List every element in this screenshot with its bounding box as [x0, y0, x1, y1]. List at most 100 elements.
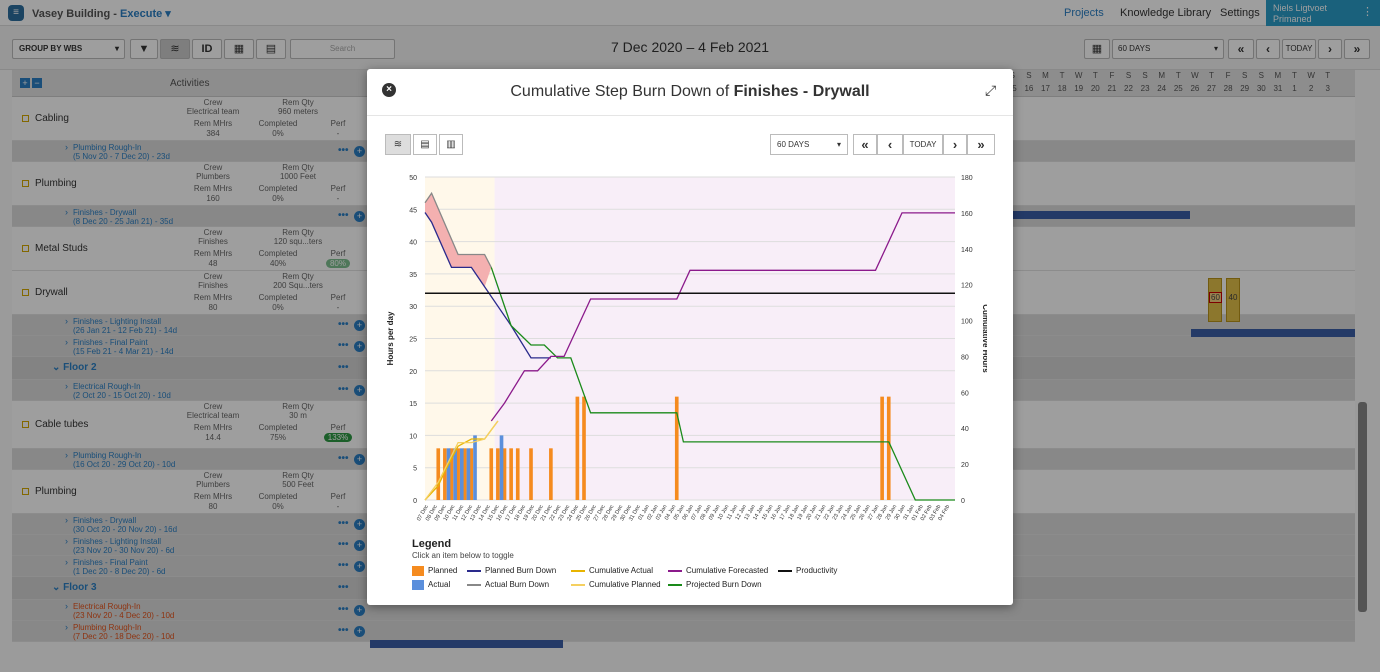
actual-bar[interactable] [453, 448, 457, 500]
legend-item[interactable]: Productivity [778, 566, 837, 575]
modal-days-select[interactable]: 60 DAYS ▾ [770, 134, 848, 155]
close-icon[interactable]: × [382, 83, 396, 97]
more-icon[interactable]: ••• [338, 453, 349, 464]
planned-bar[interactable] [456, 448, 460, 500]
add-icon[interactable]: + [354, 385, 365, 396]
gantt-cell[interactable]: 40 [1226, 278, 1240, 322]
jump-forward-button[interactable]: » [1344, 39, 1370, 59]
series-line[interactable] [490, 212, 955, 422]
legend-item[interactable]: Cumulative Actual [571, 566, 653, 575]
planned-bar[interactable] [449, 448, 454, 500]
chevron-right-icon[interactable]: › [65, 142, 68, 152]
group-name[interactable]: › Finishes - Final Paint (1 Dec 20 - 8 Dec… [65, 558, 165, 577]
planned-bar[interactable] [489, 448, 494, 500]
calendar-button[interactable]: ▦ [224, 39, 254, 59]
planned-bar[interactable] [549, 448, 553, 500]
more-icon[interactable]: ••• [338, 319, 349, 330]
layers-button[interactable]: ≋ [160, 39, 190, 59]
planned-bar[interactable] [502, 448, 507, 500]
chevron-right-icon[interactable]: › [65, 622, 68, 632]
chevron-right-icon[interactable]: › [65, 515, 68, 525]
legend-item[interactable]: Actual [412, 580, 450, 590]
add-icon[interactable]: + [354, 341, 365, 352]
group-name[interactable]: › Plumbing Rough-In (5 Nov 20 - 7 Dec 20) … [65, 142, 170, 162]
planned-bar[interactable] [582, 396, 586, 500]
planned-bar[interactable] [443, 448, 447, 500]
actual-bar[interactable] [446, 448, 451, 500]
modal-jump-back-button[interactable]: « [853, 134, 877, 155]
series-line[interactable] [424, 212, 551, 359]
legend-item[interactable]: Actual Burn Down [467, 580, 549, 589]
nav-knowledge-library[interactable]: Knowledge Library [1120, 7, 1212, 19]
more-icon[interactable]: ••• [338, 560, 349, 571]
legend-item[interactable]: Cumulative Forecasted [668, 566, 768, 575]
more-icon[interactable]: ••• [338, 582, 349, 593]
add-icon[interactable]: + [354, 626, 365, 637]
group-by-select[interactable]: GROUP BY WBS ▾ [12, 39, 125, 59]
collapse-all-icon[interactable]: − [32, 78, 42, 88]
chevron-right-icon[interactable]: › [65, 536, 68, 546]
gantt-bar[interactable] [1191, 329, 1355, 337]
group-name[interactable]: › Finishes - Lighting Install (23 Nov 20 -… [65, 536, 174, 556]
chevron-right-icon[interactable]: › [65, 207, 68, 217]
modal-next-button[interactable]: › [943, 134, 967, 155]
modal-prev-button[interactable]: ‹ [877, 134, 903, 155]
id-toggle-button[interactable]: ID [192, 39, 222, 59]
more-icon[interactable]: ••• [338, 604, 349, 615]
more-icon[interactable]: ••• [338, 625, 349, 636]
add-icon[interactable]: + [354, 561, 365, 572]
group-name[interactable]: › Plumbing Rough-In (7 Dec 20 - 18 Dec 20)… [65, 622, 174, 642]
actual-bar[interactable] [459, 448, 464, 500]
group-name[interactable]: › Plumbing Rough-In (16 Oct 20 - 29 Oct 20… [65, 451, 175, 470]
add-icon[interactable]: + [354, 519, 365, 530]
more-icon[interactable]: ••• [338, 340, 349, 351]
expand-icon[interactable]: ⤢ [985, 82, 997, 98]
today-button[interactable]: TODAY [1282, 39, 1316, 59]
add-icon[interactable]: + [354, 605, 365, 616]
floor-name[interactable]: ⌄ Floor 3 [52, 582, 97, 593]
add-icon[interactable]: + [354, 211, 365, 222]
gantt-cell[interactable]: 60 [1208, 278, 1222, 322]
group-name[interactable]: › Electrical Rough-In (23 Nov 20 - 4 Dec 2… [65, 602, 174, 621]
planned-bar[interactable] [496, 448, 500, 500]
layers-view-button[interactable]: ≋ [385, 134, 411, 155]
more-icon[interactable]: ••• [338, 210, 349, 221]
more-vertical-icon[interactable]: ⋮ [1362, 6, 1373, 18]
actual-bar[interactable] [499, 435, 504, 500]
chevron-right-icon[interactable]: › [65, 381, 68, 391]
group-name[interactable]: › Finishes - Drywall (30 Oct 20 - 20 Nov 2… [65, 515, 177, 535]
legend-item[interactable]: Cumulative Planned [571, 580, 661, 589]
nav-settings[interactable]: Settings [1220, 7, 1260, 19]
add-icon[interactable]: + [354, 540, 365, 551]
group-name[interactable]: › Electrical Rough-In (2 Oct 20 - 15 Oct 2… [65, 381, 171, 401]
legend-item[interactable]: Planned Burn Down [467, 566, 556, 575]
group-name[interactable]: › Finishes - Drywall (8 Dec 20 - 25 Jan 21… [65, 207, 173, 227]
gantt-bar[interactable] [1012, 211, 1190, 219]
jump-back-button[interactable]: « [1228, 39, 1254, 59]
more-icon[interactable]: ••• [338, 539, 349, 550]
date-picker-button[interactable]: ▦ [1084, 39, 1110, 59]
chevron-right-icon[interactable]: › [65, 337, 68, 347]
more-icon[interactable]: ••• [338, 384, 349, 395]
planned-bar[interactable] [469, 448, 474, 500]
user-menu[interactable]: Niels Ligtvoet Primaned ⋮ [1266, 0, 1380, 26]
planned-bar[interactable] [529, 448, 533, 500]
more-icon[interactable]: ••• [338, 362, 349, 373]
search-input[interactable]: Search [290, 39, 395, 59]
days-select[interactable]: 60 DAYS ▾ [1112, 39, 1224, 59]
vertical-scrollbar[interactable] [1358, 402, 1367, 612]
planned-bar[interactable] [462, 448, 467, 500]
group-row[interactable]: › Plumbing Rough-In (7 Dec 20 - 18 Dec 20)… [12, 621, 1355, 642]
add-icon[interactable]: + [354, 320, 365, 331]
planned-bar[interactable] [575, 396, 580, 500]
export-csv-button[interactable]: ▥ [439, 134, 463, 155]
export-pdf-button[interactable]: ▤ [413, 134, 437, 155]
expand-all-icon[interactable]: + [20, 78, 30, 88]
next-button[interactable]: › [1318, 39, 1342, 59]
series-line[interactable] [424, 191, 492, 268]
group-name[interactable]: › Finishes - Final Paint (15 Feb 21 - 4 Ma… [65, 337, 174, 357]
series-line[interactable] [490, 267, 955, 501]
modal-today-button[interactable]: TODAY [903, 134, 943, 155]
chevron-right-icon[interactable]: › [65, 316, 68, 326]
planned-bar[interactable] [674, 396, 679, 500]
